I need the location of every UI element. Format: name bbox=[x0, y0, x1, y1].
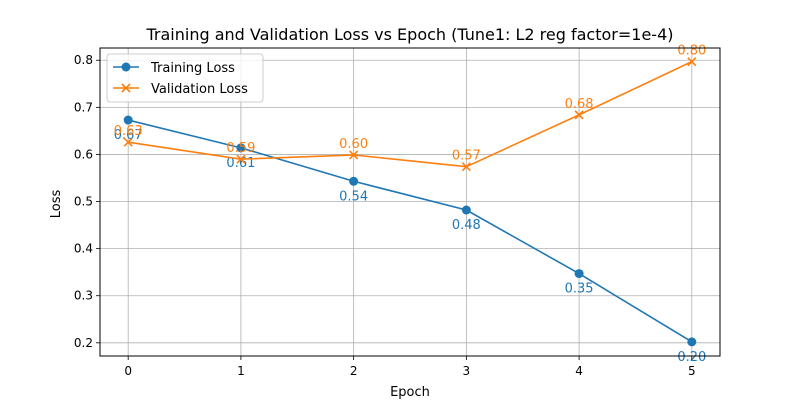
data-label: 0.63 bbox=[114, 124, 143, 139]
y-tick-label: 0.7 bbox=[74, 100, 93, 114]
data-point bbox=[574, 110, 584, 120]
grid bbox=[100, 48, 720, 356]
series-line bbox=[127, 119, 693, 343]
data-point bbox=[461, 162, 471, 172]
data-label: 0.57 bbox=[452, 149, 481, 164]
y-tick-label: 0.8 bbox=[74, 53, 93, 67]
data-point bbox=[236, 154, 246, 164]
data-label: 0.67 bbox=[114, 128, 143, 143]
legend: Training Loss Validation Loss bbox=[106, 53, 264, 103]
y-tick-label: 0.3 bbox=[74, 289, 93, 303]
data-point bbox=[123, 115, 133, 125]
plot-area-frame bbox=[99, 47, 721, 357]
data-label: 0.35 bbox=[565, 282, 594, 297]
data-label: 0.68 bbox=[565, 97, 594, 112]
data-point bbox=[123, 137, 133, 147]
legend-box bbox=[106, 53, 264, 103]
legend-marker bbox=[121, 62, 131, 72]
y-tick-label: 0.5 bbox=[74, 195, 93, 209]
series-line bbox=[128, 60, 693, 168]
x-tick-label: 5 bbox=[688, 364, 696, 378]
data-point bbox=[574, 269, 584, 279]
legend-label: Validation Loss bbox=[151, 82, 248, 97]
x-tick-label: 3 bbox=[463, 364, 471, 378]
series-layer: 0.670.610.540.480.350.200.630.59 0.600.57… bbox=[114, 44, 707, 365]
x-tick-label: 1 bbox=[237, 364, 245, 378]
data-label: 0.59 bbox=[226, 141, 255, 156]
axis-ticks: 0 1 2 3 4 5 0.2 0.3 0.4 0.5 0.6 0.7 0.8 bbox=[74, 53, 696, 378]
data-point bbox=[687, 337, 697, 347]
x-axis-label: Epoch bbox=[390, 385, 430, 400]
y-tick-label: 0.4 bbox=[74, 242, 93, 256]
data-point bbox=[461, 205, 471, 215]
data-point bbox=[687, 57, 697, 67]
data-label: 0.48 bbox=[452, 218, 481, 233]
data-label: 0.54 bbox=[339, 189, 368, 204]
x-tick-label: 2 bbox=[350, 364, 358, 378]
x-tick-label: 0 bbox=[124, 364, 132, 378]
y-tick-label: 0.6 bbox=[74, 147, 93, 161]
data-point bbox=[236, 143, 246, 153]
chart-title: Training and Validation Loss vs Epoch (T… bbox=[145, 25, 673, 44]
legend-marker bbox=[121, 83, 131, 93]
y-axis-label: Loss bbox=[49, 190, 64, 219]
x-tick-label: 4 bbox=[575, 364, 583, 378]
data-point bbox=[349, 150, 359, 160]
data-label: 0.60 bbox=[339, 137, 368, 152]
data-label: 0.80 bbox=[677, 44, 706, 59]
legend-label: Training Loss bbox=[150, 61, 235, 76]
data-point bbox=[349, 176, 359, 186]
y-tick-label: 0.2 bbox=[74, 336, 93, 350]
